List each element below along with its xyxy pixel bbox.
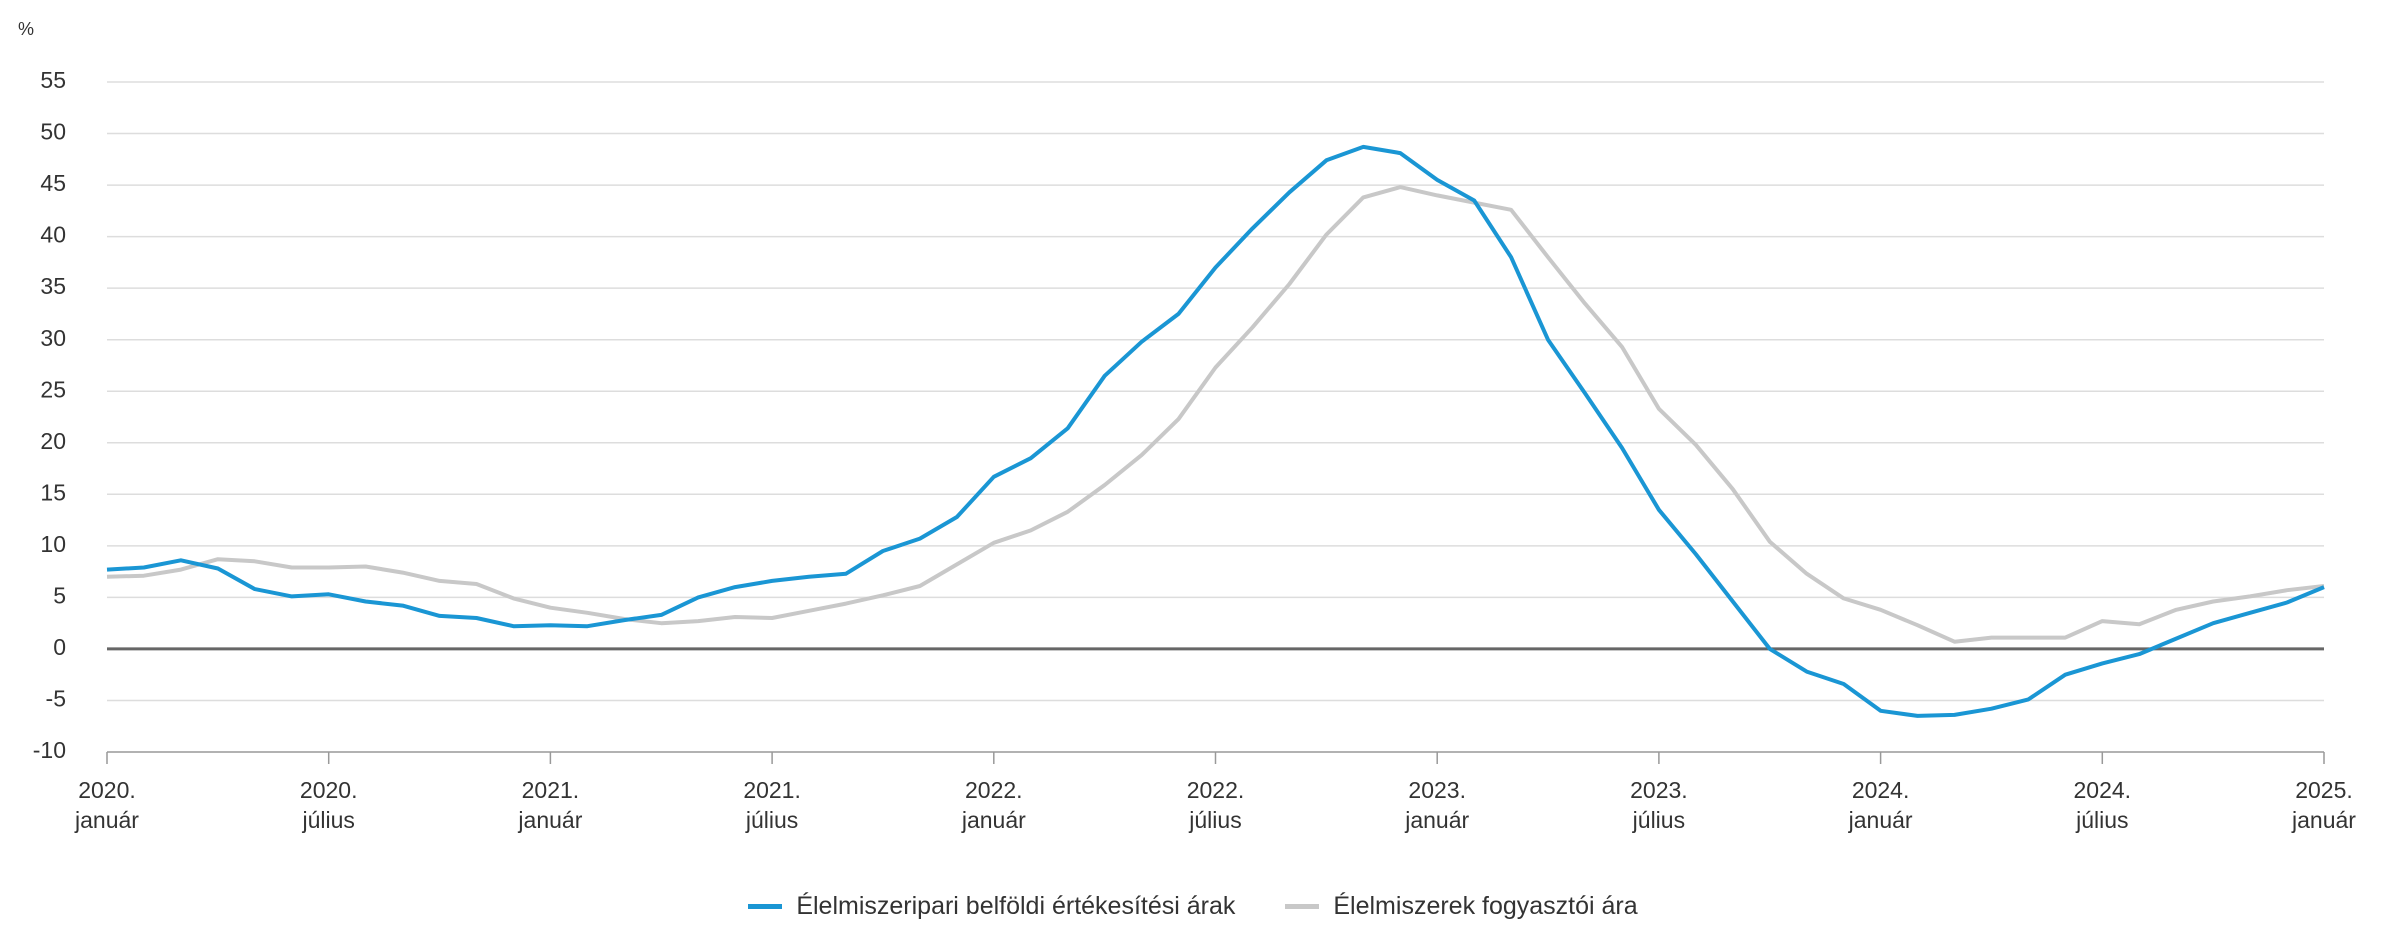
- y-unit: %: [18, 19, 34, 39]
- plot: % -10 -5 0 5 10 15 20 25 30 35 40 45 50 55: [18, 19, 2325, 764]
- x-tick-label: 2021. január: [518, 777, 583, 833]
- legend-item: Élelmiszerek fogyasztói ára: [1285, 892, 1638, 921]
- x-tick-label: 2022. január: [961, 777, 1026, 833]
- y-tick-label: 0: [53, 634, 66, 660]
- x-tick-label: 2024. július: [2073, 777, 2132, 833]
- y-tick-label: 20: [40, 428, 66, 454]
- y-tick-label: 50: [40, 119, 66, 145]
- y-tick-label: 30: [40, 325, 66, 351]
- y-tick-label: 55: [40, 67, 66, 93]
- y-tick-label: -5: [46, 686, 66, 712]
- series-line: [106, 185, 2325, 644]
- y-tick-label: 15: [40, 479, 66, 505]
- x-tick-label: 2024. január: [1848, 777, 1913, 833]
- y-tick-label: 35: [40, 273, 66, 299]
- x-tick-label: 2022. július: [1186, 777, 1245, 833]
- x-tick-label: 2025. január: [2292, 777, 2356, 833]
- legend-label: Élelmiszerek fogyasztói ára: [1333, 892, 1638, 920]
- series-line: [106, 144, 2325, 718]
- y-tick-label: 5: [53, 582, 66, 608]
- legend: Élelmiszeripari belföldi értékesítési ár…: [0, 892, 2386, 921]
- legend-label: Élelmiszeripari belföldi értékesítési ár…: [796, 892, 1236, 920]
- y-tick-label: 45: [40, 170, 66, 196]
- y-tick-label: 40: [40, 222, 66, 248]
- x-tick-label: 2020. július: [299, 777, 358, 833]
- legend-swatch: [1285, 904, 1320, 909]
- x-tick-label: 2021. július: [743, 777, 801, 833]
- y-tick-label: 25: [40, 376, 66, 402]
- x-tick-label: 2023. január: [1405, 777, 1470, 833]
- x-tick-label: 2020. január: [75, 777, 139, 833]
- legend-swatch: [748, 904, 783, 909]
- y-tick-label: -10: [33, 737, 66, 763]
- legend-item: Élelmiszeripari belföldi értékesítési ár…: [748, 892, 1235, 921]
- y-tick-label: 10: [40, 531, 66, 557]
- x-tick-label: 2023. július: [1630, 777, 1688, 833]
